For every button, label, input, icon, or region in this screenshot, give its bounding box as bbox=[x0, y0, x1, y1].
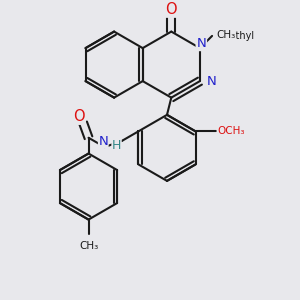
Text: N: N bbox=[196, 37, 206, 50]
Text: N: N bbox=[207, 75, 217, 88]
Text: H: H bbox=[112, 139, 121, 152]
Text: OCH₃: OCH₃ bbox=[217, 126, 244, 136]
Text: CH₃: CH₃ bbox=[79, 241, 98, 251]
Text: methyl: methyl bbox=[220, 31, 254, 41]
Text: O: O bbox=[166, 2, 177, 17]
Text: CH₃: CH₃ bbox=[216, 30, 236, 40]
Text: O: O bbox=[73, 109, 85, 124]
Text: N: N bbox=[98, 135, 108, 148]
